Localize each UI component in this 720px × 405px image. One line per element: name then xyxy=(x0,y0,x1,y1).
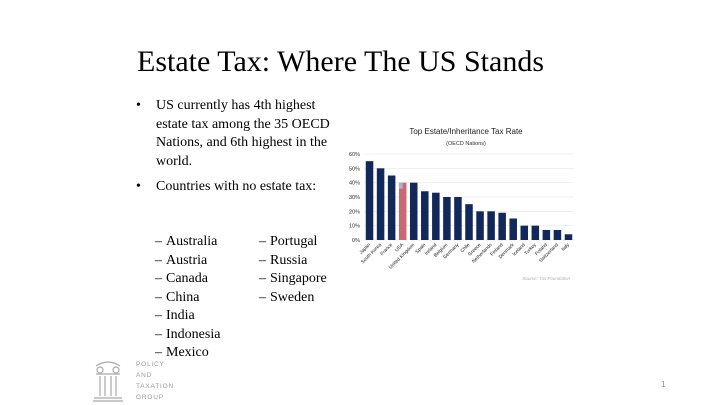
bar xyxy=(465,204,473,240)
tax-rate-chart: Top Estate/Inheritance Tax Rate (OECD Na… xyxy=(342,123,590,290)
y-tick-label: 40% xyxy=(349,181,360,187)
bullet-item: • Countries with no estate tax: xyxy=(136,178,336,197)
bullet-list: • US currently has 4th highest estate ta… xyxy=(136,97,336,197)
bar xyxy=(476,211,484,240)
country-item: – China xyxy=(155,289,200,305)
page-number: 1 xyxy=(661,380,666,389)
x-tick-label: Italy xyxy=(560,242,571,253)
country-item: – Australia xyxy=(155,234,218,249)
bar xyxy=(376,168,385,240)
bar xyxy=(542,229,551,240)
bullet-text: Countries with no estate tax: xyxy=(156,179,317,194)
y-tick-label: 50% xyxy=(349,166,360,172)
country-item: – Austria xyxy=(155,252,208,268)
country-item: – India xyxy=(155,308,195,323)
country-item: – Canada xyxy=(155,271,208,286)
bar xyxy=(443,197,451,240)
logo-text: POLICY AND TAXATION GROUP xyxy=(136,361,174,401)
slide-title: Estate Tax: Where The US Stands xyxy=(137,45,544,78)
bar-highlighted xyxy=(398,182,407,240)
country-item: – Russia xyxy=(259,252,308,268)
x-tick-label: USA xyxy=(394,242,406,254)
bullet-marker: • xyxy=(136,179,141,194)
bullet-marker: • xyxy=(136,98,141,113)
bar xyxy=(432,192,440,240)
country-item: – Singapore xyxy=(259,271,327,286)
country-item: – Sweden xyxy=(259,289,315,305)
bar xyxy=(421,191,429,240)
chart-source: Source: Tax Foundation xyxy=(522,276,570,281)
bar xyxy=(409,182,418,240)
chart-title: Top Estate/Inheritance Tax Rate xyxy=(409,127,523,136)
country-list-left: – Australia – Austria – Canada – China – Indi… xyxy=(155,233,220,363)
country-item: – Indonesia xyxy=(155,326,221,342)
y-tick-label: 10% xyxy=(349,224,360,230)
bullet-item: • US currently has 4th highest estate ta… xyxy=(136,97,336,171)
country-item: – Portugal xyxy=(259,234,318,249)
bullet-text: US currently has 4th highest estate tax … xyxy=(156,98,330,169)
country-list-right: – Portugal – Russia – Singapore – Sweden xyxy=(259,233,327,307)
bar xyxy=(454,197,462,240)
bar xyxy=(509,218,517,240)
bar xyxy=(365,161,374,240)
chart-svg: Top Estate/Inheritance Tax Rate (OECD Na… xyxy=(349,127,574,281)
y-tick-label: 60% xyxy=(349,152,360,158)
bar xyxy=(487,211,495,240)
x-tick-label: France xyxy=(379,242,394,257)
bar xyxy=(564,234,573,240)
policy-taxation-group-logo xyxy=(93,361,123,402)
bars xyxy=(365,161,573,240)
country-item: – Mexico xyxy=(155,345,209,360)
chart-subtitle: (OECD Nations) xyxy=(446,141,486,147)
y-tick-label: 30% xyxy=(349,195,360,201)
y-tick-label: 20% xyxy=(349,209,360,215)
y-tick-label: 0% xyxy=(352,238,360,244)
y-axis-ticks: 0% 10% 20% 30% 40% 50% 60% xyxy=(349,152,360,244)
bar xyxy=(553,229,562,240)
bar xyxy=(387,175,396,240)
bar xyxy=(520,225,529,240)
bar xyxy=(531,225,540,240)
bar xyxy=(498,212,506,240)
